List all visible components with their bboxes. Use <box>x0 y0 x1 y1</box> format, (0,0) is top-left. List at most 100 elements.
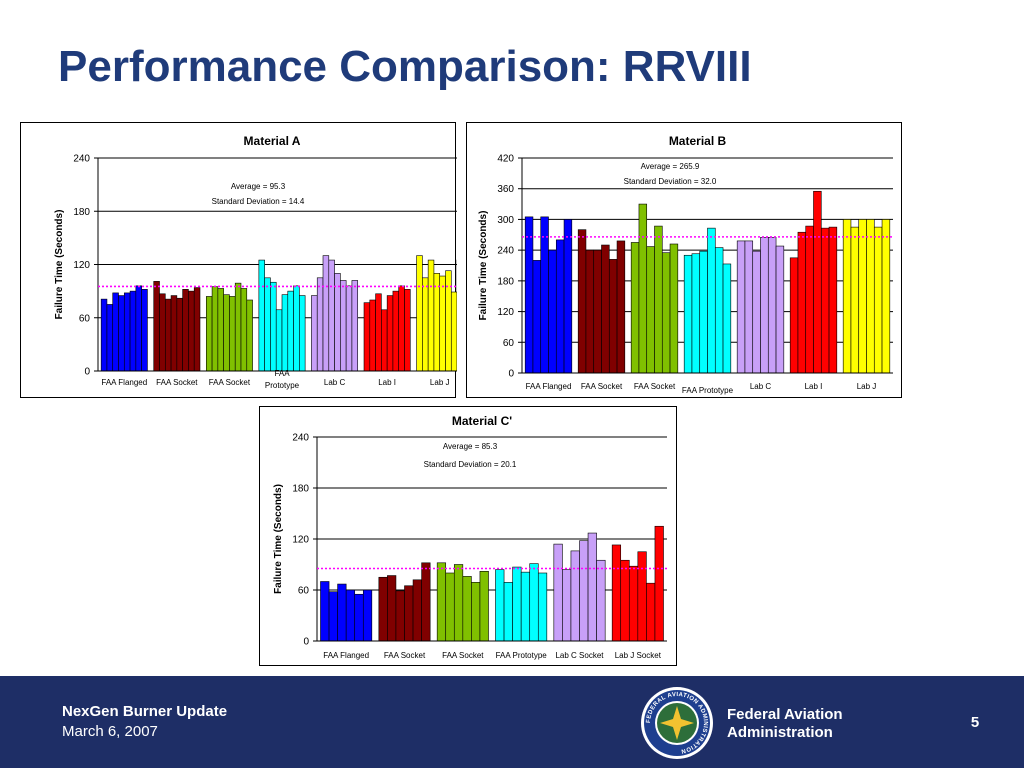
bar <box>375 293 382 372</box>
stats-annotation: Standard Deviation = 32.0 <box>624 177 717 186</box>
bar <box>275 309 283 372</box>
y-tick-label: 360 <box>497 184 514 195</box>
bar <box>813 190 822 374</box>
bar <box>587 532 597 642</box>
y-tick-label: 300 <box>497 215 514 226</box>
category-label: FAA Socket <box>156 378 198 387</box>
y-tick-label: 60 <box>298 586 310 597</box>
bar <box>387 575 397 642</box>
category-label: Lab C <box>750 382 772 391</box>
bar <box>345 589 356 642</box>
slide-title: Performance Comparison: RRVIII <box>58 42 752 91</box>
bar <box>334 273 341 372</box>
bar <box>616 240 626 374</box>
bar <box>422 277 429 372</box>
bar <box>858 219 867 374</box>
bar <box>164 298 172 372</box>
bar <box>596 559 606 642</box>
bar <box>229 296 236 372</box>
bar <box>141 289 148 372</box>
bar <box>188 290 195 372</box>
bar <box>805 225 814 374</box>
bar <box>328 259 335 372</box>
bar <box>579 540 589 642</box>
bar <box>767 237 777 374</box>
chart-material-a: Material A 0 60 120 180 240 FAA Flanged FAA Soc… <box>20 122 457 398</box>
bar <box>608 259 618 374</box>
bar <box>316 277 324 372</box>
bar <box>450 291 457 372</box>
bar <box>471 582 481 642</box>
bar <box>170 295 178 372</box>
y-tick-label: 180 <box>497 276 514 287</box>
y-tick-label: 60 <box>503 338 515 349</box>
bar <box>433 273 441 372</box>
bar <box>563 219 573 374</box>
category-label: Lab I <box>378 378 396 387</box>
bar <box>287 290 294 372</box>
bar <box>299 295 306 372</box>
bar <box>281 294 289 372</box>
category-label: FAA Socket <box>384 651 426 660</box>
bar <box>421 562 431 642</box>
bar <box>873 226 883 374</box>
bar <box>866 219 875 374</box>
bar <box>540 216 549 374</box>
bar <box>707 227 716 374</box>
bar <box>637 551 647 642</box>
bar <box>529 563 539 642</box>
category-label: FAA Flanged <box>323 651 369 660</box>
bar <box>683 254 693 374</box>
y-tick-label: 0 <box>303 637 309 648</box>
bar <box>585 249 595 374</box>
bar <box>752 250 761 374</box>
category-label: Prototype <box>265 381 300 390</box>
bar <box>577 229 587 374</box>
bar <box>112 292 119 372</box>
y-tick-label: 180 <box>73 207 90 218</box>
bar <box>386 295 394 372</box>
y-tick-label: 240 <box>73 154 90 165</box>
bar <box>378 576 388 642</box>
stats-annotation: Average = 85.3 <box>443 442 498 451</box>
category-label: FAA Socket <box>634 382 676 391</box>
agency-name-line1: Federal Aviation <box>727 706 843 723</box>
bar <box>744 240 754 374</box>
bar <box>176 297 183 372</box>
bar <box>118 295 125 372</box>
bar <box>106 304 114 372</box>
bar <box>495 569 505 642</box>
bar <box>392 290 400 372</box>
bar <box>775 245 785 374</box>
bar <box>427 259 435 372</box>
bar <box>398 285 405 372</box>
bar <box>322 255 330 372</box>
bar <box>512 566 522 642</box>
bar <box>881 219 891 374</box>
bar <box>404 289 411 372</box>
bar <box>714 247 724 374</box>
bar <box>789 257 799 374</box>
bar <box>436 562 447 642</box>
bar <box>630 242 640 374</box>
bar <box>553 543 563 642</box>
y-tick-label: 240 <box>497 246 514 257</box>
bar <box>223 294 230 372</box>
bar <box>520 571 531 642</box>
bar <box>445 572 455 642</box>
chart-svg-material-a: Material A 0 60 120 180 240 FAA Flanged FAA Soc… <box>54 134 457 390</box>
footer-bar: NexGen Burner Update March 6, 2007 FEDER… <box>0 676 1024 768</box>
category-label: FAA Prototype <box>496 651 548 660</box>
bar <box>362 589 373 642</box>
category-label: Lab C Socket <box>555 651 604 660</box>
page-number: 5 <box>970 714 980 731</box>
bar <box>217 288 224 372</box>
category-label: Lab J Socket <box>615 651 662 660</box>
faa-seal-icon: FEDERAL AVIATION ADMINISTRATION <box>641 687 713 759</box>
y-tick-label: 0 <box>84 367 90 378</box>
category-label: FAA Socket <box>581 382 623 391</box>
chart-svg-material-b: Material B 0 60 120 180 240 300 360 420 FAA Flang… <box>478 134 893 395</box>
bar <box>351 280 359 372</box>
y-tick-label: 60 <box>79 313 91 324</box>
bar <box>722 263 732 374</box>
